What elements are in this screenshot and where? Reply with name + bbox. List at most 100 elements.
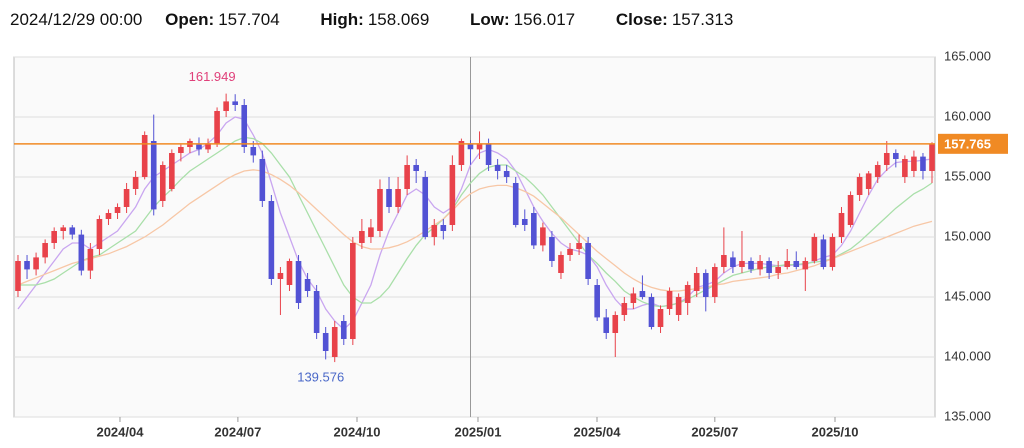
candle-body [666, 291, 673, 309]
candle-body [739, 261, 745, 267]
candle-body [96, 219, 103, 249]
candle-body [476, 143, 483, 150]
candle-body [413, 165, 419, 171]
date: 2024/12/29 00:00 [10, 10, 143, 29]
candle-body [494, 165, 501, 171]
candle-body [775, 267, 781, 273]
candle-body [331, 327, 338, 357]
candle-body [322, 333, 329, 351]
candle-body [51, 231, 57, 243]
grid [14, 56, 935, 418]
y-tick-label: 160.000 [944, 108, 991, 123]
candle-body [847, 195, 854, 225]
candle-body [449, 165, 456, 225]
candle-body [268, 201, 275, 279]
candle-body [105, 213, 112, 219]
candle-body [422, 177, 429, 237]
candle-body [141, 135, 148, 177]
y-tick-label: 150.000 [944, 228, 991, 243]
candle-body [485, 143, 492, 165]
candle-body [838, 213, 845, 237]
ohlc-header: 2024/12/29 00:00 Open: 157.704 High: 158.0… [10, 10, 769, 30]
candle-body [15, 261, 21, 291]
candle-body [621, 303, 628, 315]
candle-body [205, 143, 211, 150]
candle-body [693, 273, 700, 291]
candle-body [377, 189, 383, 231]
candle-body [558, 255, 564, 273]
field: High: 158.069 [320, 10, 447, 29]
candle-body [24, 261, 30, 270]
candle-body [259, 159, 266, 201]
candle-body [214, 111, 220, 144]
candle-body [241, 105, 248, 147]
candle-body [295, 261, 302, 303]
candle-body [929, 143, 935, 171]
candle-body [576, 243, 582, 249]
candle-body [802, 261, 809, 270]
candle-body [766, 261, 772, 273]
candle-body [893, 153, 899, 159]
candle-body [594, 285, 600, 318]
candle-body [132, 177, 139, 189]
y-tick-label: 165.000 [944, 48, 991, 63]
field-label: Low: [470, 10, 510, 29]
candle-body [865, 173, 872, 189]
candle-body [820, 239, 827, 267]
candle-body [359, 231, 365, 243]
candle-body [60, 227, 67, 231]
candle-body [304, 279, 311, 291]
field: Open: 157.704 [165, 10, 298, 29]
candle-body [159, 165, 166, 201]
x-tick-label: 2025/04 [573, 424, 621, 439]
candle-body [648, 297, 655, 327]
extreme-label: 161.949 [189, 69, 236, 84]
candle-body [721, 255, 727, 267]
candle-body [612, 315, 619, 333]
candle-body [531, 213, 537, 246]
field: Low: 156.017 [470, 10, 593, 29]
x-tick-label: 2025/01 [454, 424, 501, 439]
candle-body [350, 243, 356, 339]
x-tick-label: 2024/10 [333, 424, 380, 439]
field-value: 157.704 [218, 10, 280, 29]
candle-body [512, 183, 519, 225]
y-tick-label: 155.000 [944, 168, 991, 183]
field-value: 156.017 [513, 10, 576, 29]
candle-body [340, 321, 347, 339]
field-label: High: [320, 10, 364, 29]
candle-body [42, 243, 48, 258]
candle-body [277, 273, 284, 279]
candle-body [169, 153, 175, 189]
candle-body [702, 273, 709, 297]
candle-body [920, 156, 926, 171]
candle-body [150, 141, 157, 210]
last-price-label: 157.765 [944, 136, 991, 151]
x-tick-label: 2024/04 [96, 424, 144, 439]
y-tick-label: 140.000 [944, 348, 991, 363]
candle-body [458, 141, 465, 165]
candle-body [549, 237, 555, 261]
candle-body [911, 156, 917, 171]
candle-body [440, 225, 447, 231]
last-price-box [938, 133, 1008, 154]
field-value: 158.069 [367, 10, 430, 29]
x-tick-label: 2025/07 [691, 424, 738, 439]
candle-body [386, 189, 392, 207]
candle-body [585, 243, 591, 279]
moving-average [18, 136, 933, 308]
extreme-label: 139.576 [297, 370, 344, 385]
candle-body [178, 147, 184, 153]
candle-body [114, 207, 121, 213]
candle-body [784, 261, 791, 267]
candle-body [78, 234, 85, 271]
candle-body [567, 249, 573, 255]
y-tick-label: 145.000 [944, 288, 991, 303]
candle-body [757, 261, 763, 270]
candle-body [793, 261, 800, 267]
candle-body [196, 144, 202, 150]
field: Close: 157.313 [616, 10, 751, 29]
candle-body [902, 159, 908, 177]
candle-body [521, 219, 528, 225]
candle-body [639, 291, 646, 297]
